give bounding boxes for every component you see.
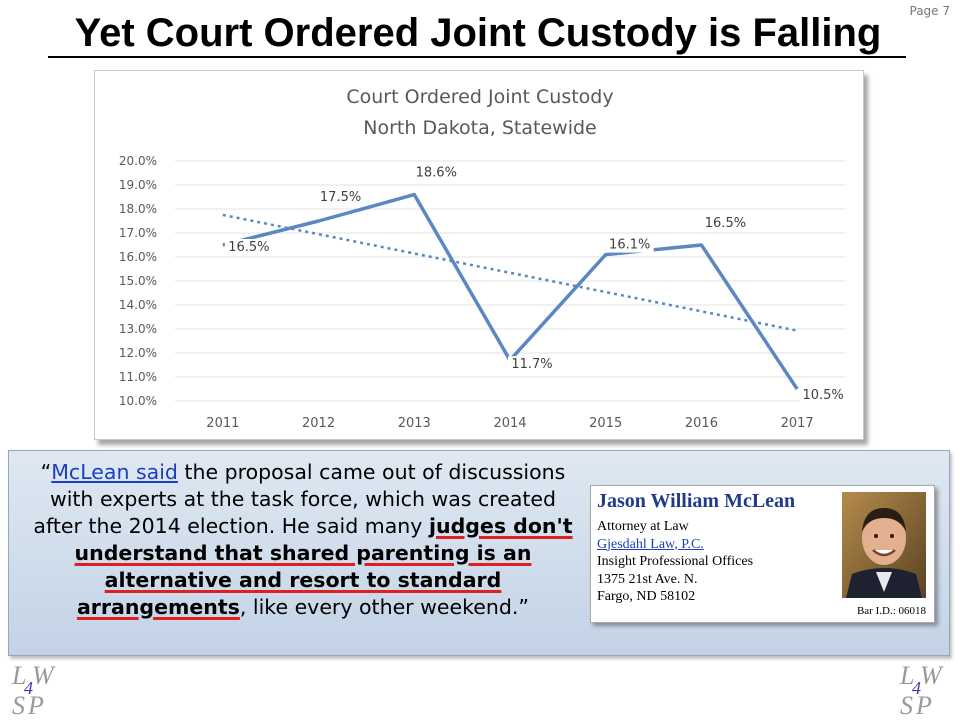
mclean-said-link[interactable]: McLean said [51,460,178,484]
x-tick-label: 2014 [493,416,526,431]
y-tick-label: 20.0% [119,154,157,168]
logo-num: 4 [912,678,921,698]
open-quote: “ [40,460,52,484]
slide-title: Yet Court Ordered Joint Custody is Falli… [74,11,882,55]
card-street: 1375 21st Ave. N. [597,571,698,587]
data-label: 18.6% [416,166,457,181]
data-label: 17.5% [320,190,361,205]
chart-svg: Court Ordered Joint Custody North Dakota… [119,86,848,431]
card-title: Attorney at Law [597,519,689,534]
logo-p: P [915,691,932,718]
quote-text: “McLean said the proposal came out of di… [23,459,583,621]
y-tick-label: 16.0% [119,250,157,264]
data-label-bg [224,239,273,255]
logo-s: S [12,691,25,718]
y-tick-label: 18.0% [119,202,157,216]
portrait-photo [842,492,926,598]
card-name: Jason William McLean [597,490,796,512]
y-tick-label: 11.0% [119,370,157,384]
quote-part1: the proposal came out of discussions wit… [33,460,566,538]
data-label: 16.1% [609,238,650,253]
data-label-bg [316,189,365,205]
bar-id: Bar I.D.: 06018 [856,605,926,617]
data-label-bg [605,236,654,253]
page-number: Page 7 [909,4,951,18]
chart-title-line1: Court Ordered Joint Custody [346,86,613,108]
data-label-bg [799,387,848,403]
logo-w: W [920,661,944,690]
lw4sp-logo-right: L W 4 S P [896,660,952,718]
data-label-bg [508,356,556,373]
x-tick-label: 2011 [206,416,239,431]
card-details: Attorney at Law Gjesdahl Law, P.C. Insig… [597,518,753,606]
y-tick-label: 12.0% [119,346,157,360]
y-tick-label: 19.0% [119,178,157,192]
quote-emphasis: judges don't understand that shared pare… [74,514,573,619]
business-card: Jason William McLean Attorney at Law Gje… [590,485,935,623]
data-label: 16.5% [228,240,269,255]
logo-l: L [899,661,914,690]
logo-l: L [11,661,26,690]
logo-w: W [32,661,56,690]
y-tick-label: 10.0% [119,394,157,408]
lw4sp-logo-left: L W 4 S P [8,660,64,718]
chart-title-line2: North Dakota, Statewide [363,117,596,139]
x-tick-label: 2012 [302,416,335,431]
y-tick-label: 17.0% [119,226,157,240]
x-tick-label: 2016 [685,416,718,431]
logo-s: S [900,691,913,718]
data-label-bg [701,215,750,231]
logo-p: P [27,691,44,718]
card-city: Fargo, ND 58102 [597,589,696,604]
data-label-bg [412,164,461,181]
card-office: Insight Professional Offices [597,554,754,569]
title-underline [48,56,906,58]
x-tick-label: 2017 [781,416,814,431]
logo-num: 4 [24,678,33,698]
data-label: 16.5% [705,216,746,231]
y-tick-label: 13.0% [119,322,157,336]
quote-part2: , like every other weekend.” [239,595,530,619]
data-label: 11.7% [511,357,552,372]
data-label: 10.5% [802,388,843,403]
y-tick-label: 15.0% [119,274,157,288]
x-tick-label: 2013 [398,416,431,431]
trendline [222,213,798,332]
line-chart: Court Ordered Joint Custody North Dakota… [94,70,864,440]
x-tick-label: 2015 [589,416,622,431]
card-firm-link[interactable]: Gjesdahl Law, P.C. [597,536,704,552]
y-tick-label: 14.0% [119,298,157,312]
